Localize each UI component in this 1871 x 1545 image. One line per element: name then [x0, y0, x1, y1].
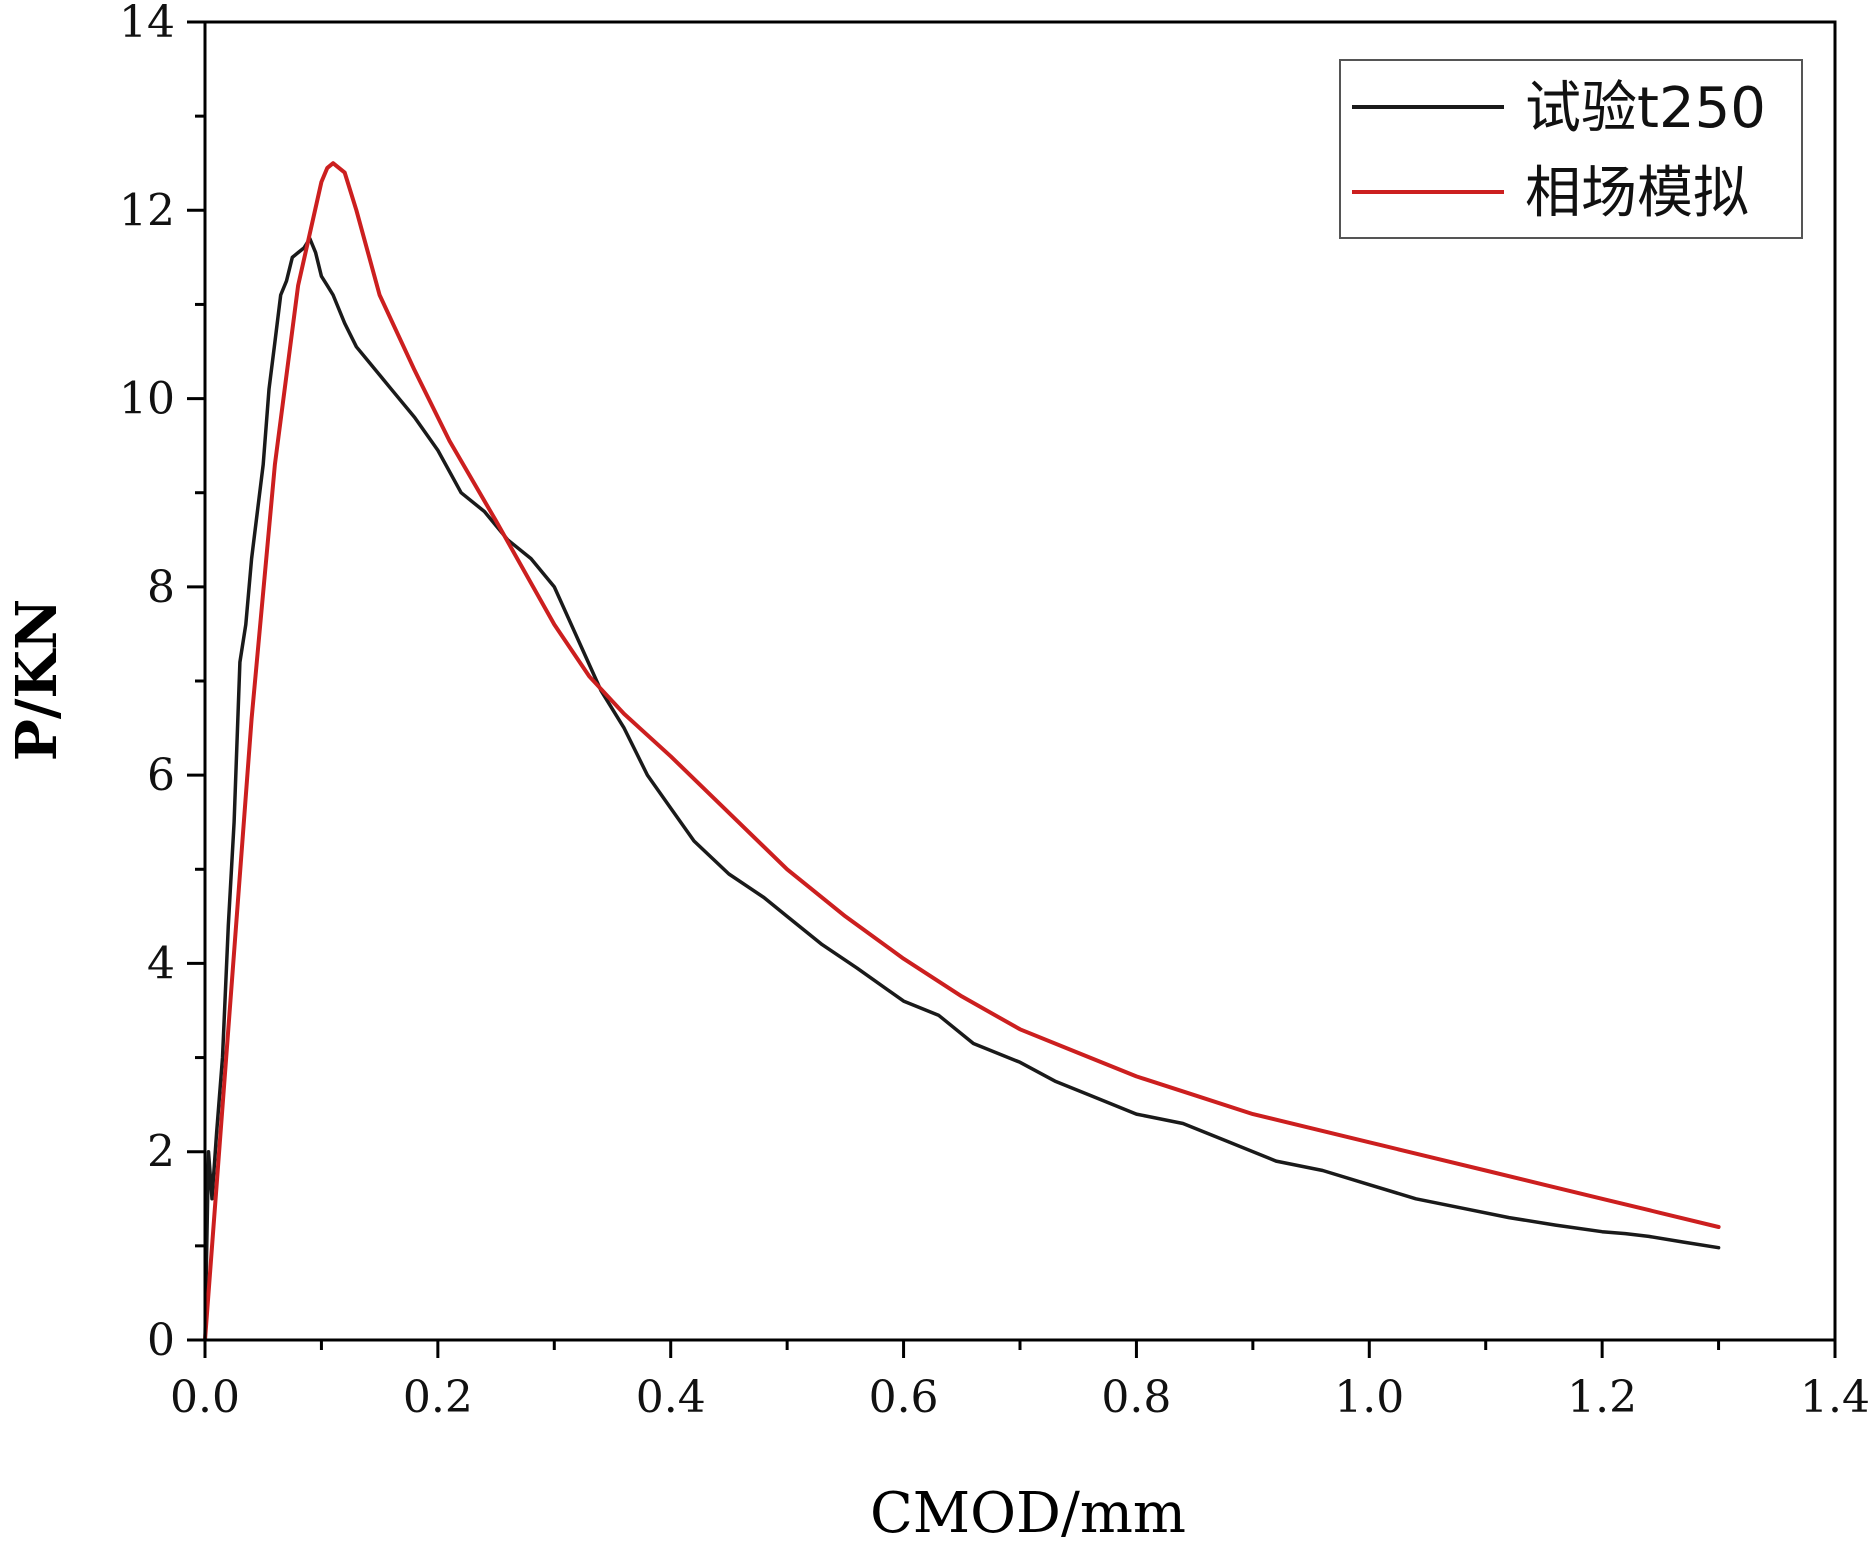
labels-layer: 0.0 0.2 0.4 0.6 0.8 1.0 1.2 1.4 0 2 4 6 8 10 12 14	[119, 0, 1870, 1423]
x-axis-title: CMOD/mm	[870, 1481, 1186, 1545]
x-tick-label: 0.2	[403, 1372, 473, 1423]
x-tick-label: 0.6	[869, 1372, 939, 1423]
series-line-2	[203, 161, 1721, 1342]
x-tick-label: 1.2	[1567, 1372, 1637, 1423]
x-tick-label: 0.8	[1101, 1372, 1171, 1423]
x-tick-label: 1.0	[1334, 1372, 1404, 1423]
legend: 试验t250 相场模拟	[1339, 59, 1803, 239]
y-axis-title: P/KN	[4, 599, 70, 761]
y-tick-label: 4	[147, 938, 175, 989]
y-tick-label: 0	[147, 1315, 175, 1366]
y-tick-label: 8	[147, 562, 175, 613]
legend-label-series-2: 相场模拟	[1525, 161, 1749, 226]
series-layer	[203, 161, 1721, 1342]
y-tick-label: 10	[119, 374, 175, 425]
y-tick-label: 2	[147, 1127, 175, 1178]
ticks-layer	[187, 20, 1837, 1358]
y-tick-label: 12	[119, 185, 175, 236]
y-tick-label: 6	[147, 750, 175, 801]
legend-label-series-1: 试验t250	[1525, 76, 1766, 141]
legend-box	[1339, 59, 1803, 239]
series-line-1	[203, 236, 1721, 1342]
y-tick-label: 14	[119, 0, 175, 48]
x-tick-label: 1.4	[1800, 1372, 1870, 1423]
x-tick-label: 0.4	[636, 1372, 706, 1423]
x-tick-label: 0.0	[170, 1372, 240, 1423]
